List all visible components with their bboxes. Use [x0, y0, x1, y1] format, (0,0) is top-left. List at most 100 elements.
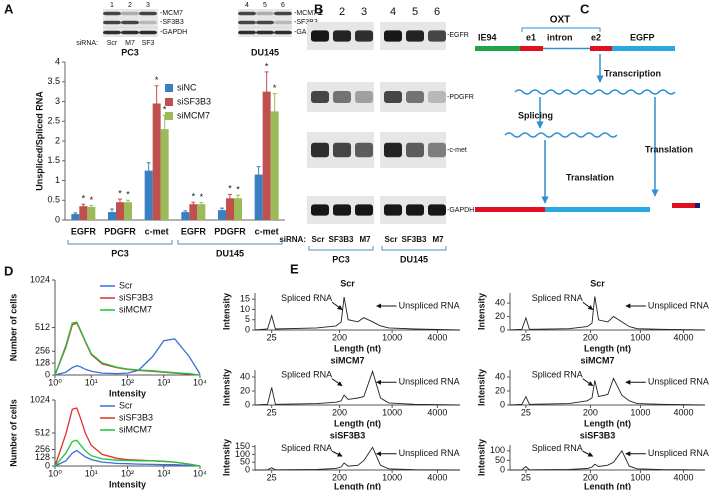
x-tick-label: 200 [332, 472, 347, 482]
blot-band [139, 30, 157, 35]
blot-band [333, 204, 351, 216]
x-tick-label: c-met [145, 226, 169, 236]
error-bar [183, 210, 188, 214]
annotation: Spliced RNA [281, 370, 332, 380]
error-bar [191, 201, 196, 207]
bar [144, 170, 153, 220]
blot-band [311, 204, 329, 216]
significance: * [118, 188, 122, 198]
lane-label: 1 [110, 2, 114, 9]
x-tick-label: 25 [267, 472, 277, 482]
band-label: -GAPDH [447, 207, 474, 214]
blot-band [274, 30, 292, 35]
cell-line: PC3 [121, 47, 139, 57]
legend-label: siSF3B3 [119, 292, 153, 302]
x-tick-label: 200 [332, 332, 347, 342]
blot-band [384, 204, 402, 216]
y-tick-label: 0 [245, 324, 250, 334]
blot-band [355, 142, 373, 158]
blot-band [406, 30, 424, 42]
significance: * [90, 195, 94, 205]
x-axis-label: Intensity [109, 388, 146, 398]
bar [226, 198, 234, 220]
group-bracket [67, 240, 173, 245]
x-tick-label: 10¹ [85, 468, 98, 478]
y-tick-label: 0 [45, 460, 50, 470]
bracket [521, 27, 601, 32]
segment [475, 46, 520, 51]
y-tick-label: 128 [35, 358, 50, 368]
blot-band [355, 30, 373, 42]
y-tick-label: 20 [495, 311, 505, 321]
y-axis-label: Unspliced/Spliced RNA [34, 91, 44, 191]
y-tick-label: 0.5 [47, 195, 60, 205]
x-tick-label: 10³ [157, 468, 170, 478]
x-tick-label: 25 [521, 472, 531, 482]
bar [197, 204, 206, 220]
error-bar [146, 162, 151, 179]
x-tick-label: 1000 [630, 407, 650, 417]
lane-label: 5 [263, 2, 267, 9]
significance: * [200, 192, 204, 202]
y-axis-label: Number of cells [8, 294, 18, 362]
rna-wave [504, 132, 618, 138]
y-axis-label: Intensity [476, 439, 486, 476]
blot-band [355, 91, 373, 103]
legend-label: Scr [119, 400, 133, 410]
x-axis-label: Length (nt) [584, 418, 631, 428]
chart-title: siMCM7 [580, 355, 614, 365]
cell-line: DU145 [400, 254, 428, 264]
x-tick-label: EGFR [71, 226, 97, 236]
panel-label: A [4, 1, 14, 16]
blot-band [256, 30, 274, 35]
legend-swatch [165, 112, 173, 120]
y-tick-label: 15 [240, 294, 250, 304]
y-tick-label: 0 [45, 369, 50, 379]
blot-band [256, 11, 274, 16]
lane-label: 4 [390, 6, 396, 18]
x-tick-label: c-met [255, 226, 279, 236]
sirna: M7 [359, 235, 371, 244]
y-axis-label: Intensity [221, 439, 231, 476]
annotation: Spliced RNA [532, 370, 583, 380]
arrow [331, 301, 343, 311]
x-axis-label: Length (nt) [334, 343, 381, 353]
blot-band [406, 142, 424, 158]
significance: * [265, 61, 269, 71]
x-axis-label: Intensity [109, 479, 146, 489]
significance: * [236, 184, 240, 194]
sirna-label: siRNA: [76, 40, 98, 47]
x-tick-label: 10¹ [85, 377, 98, 387]
blot-band [311, 30, 329, 42]
significance: * [155, 75, 159, 85]
x-tick-label: PDGFR [214, 226, 246, 236]
bar [189, 204, 198, 220]
band-label: -SF3B3 [160, 19, 184, 26]
trace [54, 449, 201, 467]
trace [54, 322, 201, 376]
bar [254, 174, 263, 220]
bar [234, 198, 242, 220]
y-tick-label: 1 [55, 175, 60, 185]
y-tick-label: 0 [55, 214, 60, 224]
y-tick-label: 1024 [30, 274, 50, 284]
bar [160, 129, 169, 220]
sirna: M7 [432, 235, 444, 244]
legend-label: siSF3B3 [177, 96, 211, 106]
error-bar [228, 193, 232, 203]
sirna: SF3 [142, 40, 155, 47]
y-tick-label: 2 [55, 135, 60, 145]
trace [54, 338, 201, 376]
error-bar [220, 207, 224, 213]
chart-title: siSF3B3 [330, 430, 366, 440]
x-tick-label: 1000 [630, 472, 650, 482]
y-tick-label: 1024 [30, 394, 50, 404]
annotation: Unspliced RNA [648, 377, 709, 387]
x-tick-label: 25 [521, 407, 531, 417]
y-tick-label: 20 [495, 385, 505, 395]
blot [103, 9, 158, 18]
step-label: Translation [645, 144, 693, 154]
trace [509, 377, 706, 406]
segment-label: IE94 [478, 32, 497, 42]
blot-band [238, 30, 256, 35]
